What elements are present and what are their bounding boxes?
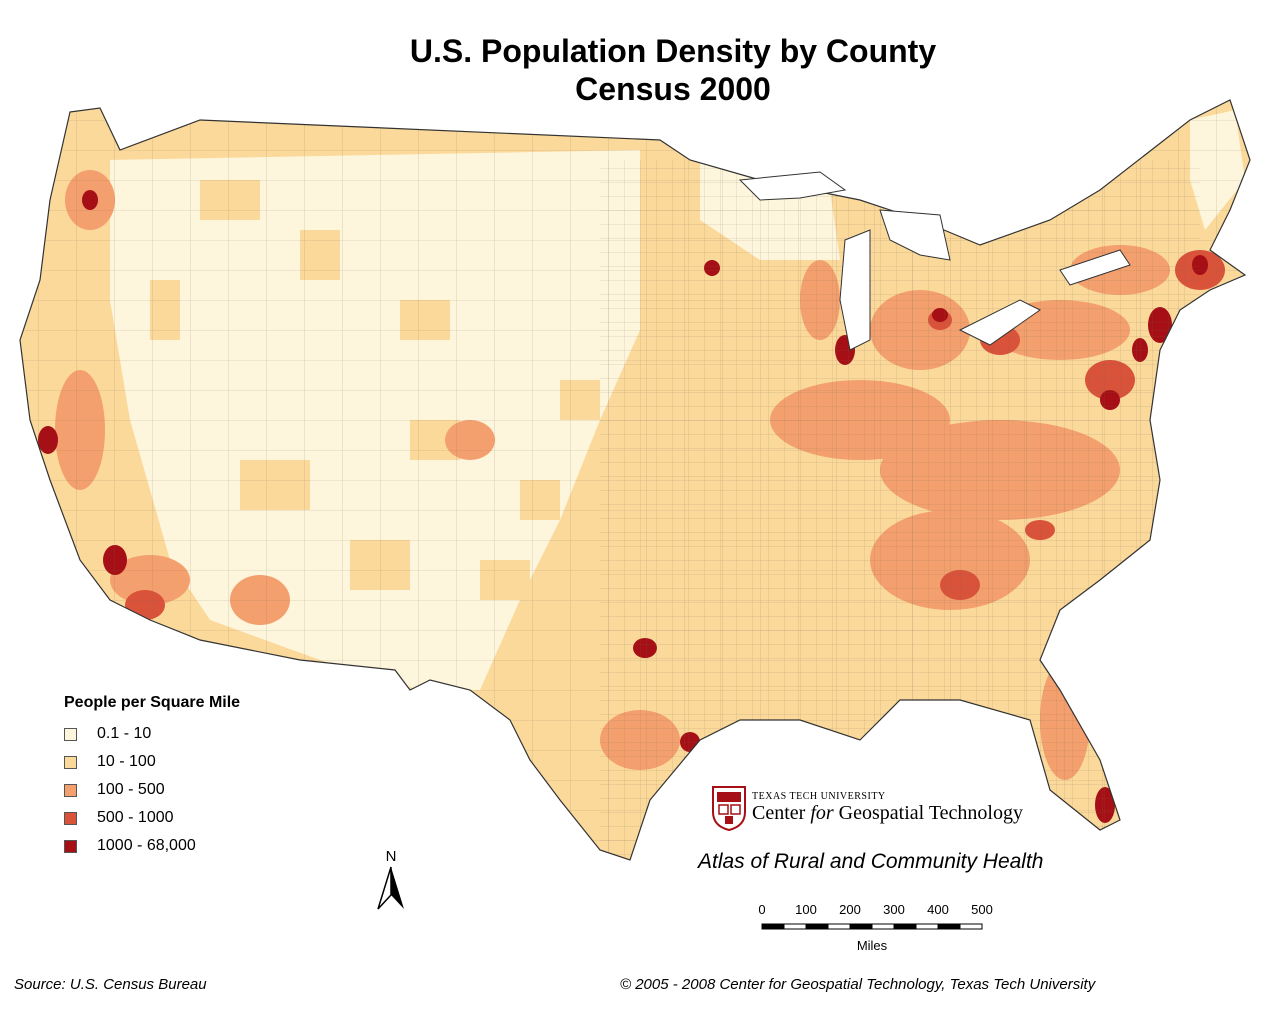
legend: People per Square Mile 0.1 - 10 10 - 100 1… [64, 694, 240, 860]
scale-tick-label: 200 [839, 902, 861, 917]
scale-bar: 0 100 200 300 400 500 Miles [748, 900, 998, 960]
legend-title: People per Square Mile [64, 694, 241, 711]
scale-bar-graphic: 0 100 200 300 400 500 Miles [758, 902, 993, 953]
us-outline [19, 99, 1251, 861]
scale-tick-label: 100 [795, 902, 817, 917]
great-lakes [738, 171, 1131, 351]
texas-tech-seal-icon [712, 786, 746, 832]
scale-segment [893, 923, 917, 930]
legend-item: 500 - 1000 [64, 804, 240, 832]
legend-label: 1000 - 68,000 [97, 837, 196, 854]
copyright-note: © 2005 - 2008 Center for Geospatial Tech… [620, 976, 1096, 993]
atlas-credit: Atlas of Rural and Community Health [698, 850, 1044, 873]
institution-line1: TEXAS TECH UNIVERSITY [752, 791, 886, 802]
north-arrow-icon [377, 866, 404, 910]
scale-segment [849, 923, 873, 930]
scale-segment [915, 923, 939, 930]
legend-swatch [64, 783, 77, 797]
legend-items: 0.1 - 10 10 - 100 100 - 500 500 - 1000 1000 … [64, 720, 240, 860]
legend-swatch [64, 727, 77, 741]
legend-label: 10 - 100 [97, 753, 156, 770]
scale-tick-label: 400 [927, 902, 949, 917]
scale-tick-label: 500 [971, 902, 993, 917]
legend-item: 0.1 - 10 [64, 720, 240, 748]
scale-tick-label: 300 [883, 902, 905, 917]
legend-swatch [64, 811, 77, 825]
legend-item: 100 - 500 [64, 776, 240, 804]
legend-swatch [64, 755, 77, 769]
legend-swatch [64, 839, 77, 853]
scale-segment [827, 923, 851, 930]
scale-tick-label: 0 [758, 902, 765, 917]
legend-item: 10 - 100 [64, 748, 240, 776]
north-label: N [385, 848, 397, 865]
scale-segment [959, 923, 983, 930]
institution-line2: Center for Geospatial Technology [752, 802, 1023, 824]
institution-block: TEXAS TECH UNIVERSITY Center for Geospat… [710, 784, 1023, 832]
legend-label: 0.1 - 10 [97, 725, 152, 742]
map-subtitle: Census 2000 [575, 71, 771, 107]
legend-label: 500 - 1000 [97, 809, 174, 826]
scale-segment [871, 923, 895, 930]
source-note: Source: U.S. Census Bureau [14, 976, 207, 993]
scale-unit-label: Miles [857, 938, 888, 953]
north-arrow: N [372, 848, 410, 918]
scale-segment [761, 923, 785, 930]
scale-segment [783, 923, 807, 930]
map-title: U.S. Population Density by County [409, 33, 937, 69]
legend-item: 1000 - 68,000 [64, 832, 240, 860]
scale-segment [937, 923, 961, 930]
legend-label: 100 - 500 [97, 781, 165, 798]
scale-segment [805, 923, 829, 930]
